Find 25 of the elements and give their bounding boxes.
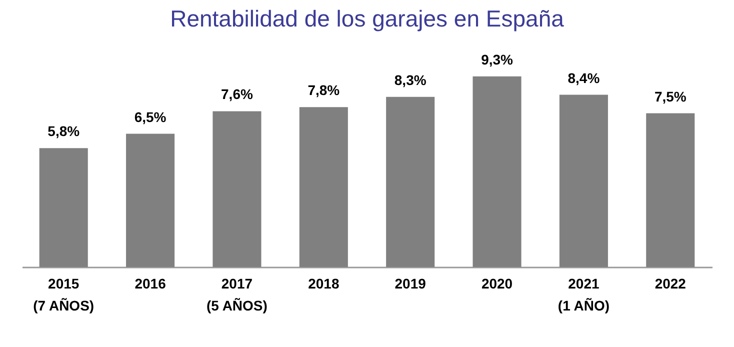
data-label: 7,8% — [308, 82, 340, 98]
bar — [386, 96, 435, 267]
x-tick-label: 2017 (5 AÑOS) — [206, 276, 268, 314]
bar — [126, 134, 175, 267]
x-tick-label: 2018 — [308, 276, 340, 292]
bar — [299, 107, 348, 267]
x-tick-label: 2019 — [394, 276, 426, 292]
data-label: 7,6% — [221, 86, 254, 102]
data-label: 7,5% — [654, 88, 687, 104]
x-tick-label: 2016 — [134, 276, 166, 292]
bar — [212, 111, 262, 267]
data-label: 8,3% — [394, 72, 427, 88]
data-label: 5,8% — [48, 123, 80, 140]
x-tick-label: 2022 — [654, 276, 686, 292]
data-label: 8,4% — [568, 70, 600, 86]
bar — [559, 94, 608, 267]
x-tick-label: 2021 (1 AÑO) — [558, 276, 610, 314]
bar — [472, 76, 522, 267]
data-label: 9,3% — [481, 51, 514, 68]
chart-title: Rentabilidad de los garajes en España — [170, 5, 564, 32]
x-tick-label: 2015 (7 AÑOS) — [33, 276, 94, 314]
bar — [39, 148, 88, 267]
x-tick-label: 2020 — [481, 276, 513, 292]
data-label: 6,5% — [134, 108, 167, 125]
bar — [646, 113, 695, 267]
